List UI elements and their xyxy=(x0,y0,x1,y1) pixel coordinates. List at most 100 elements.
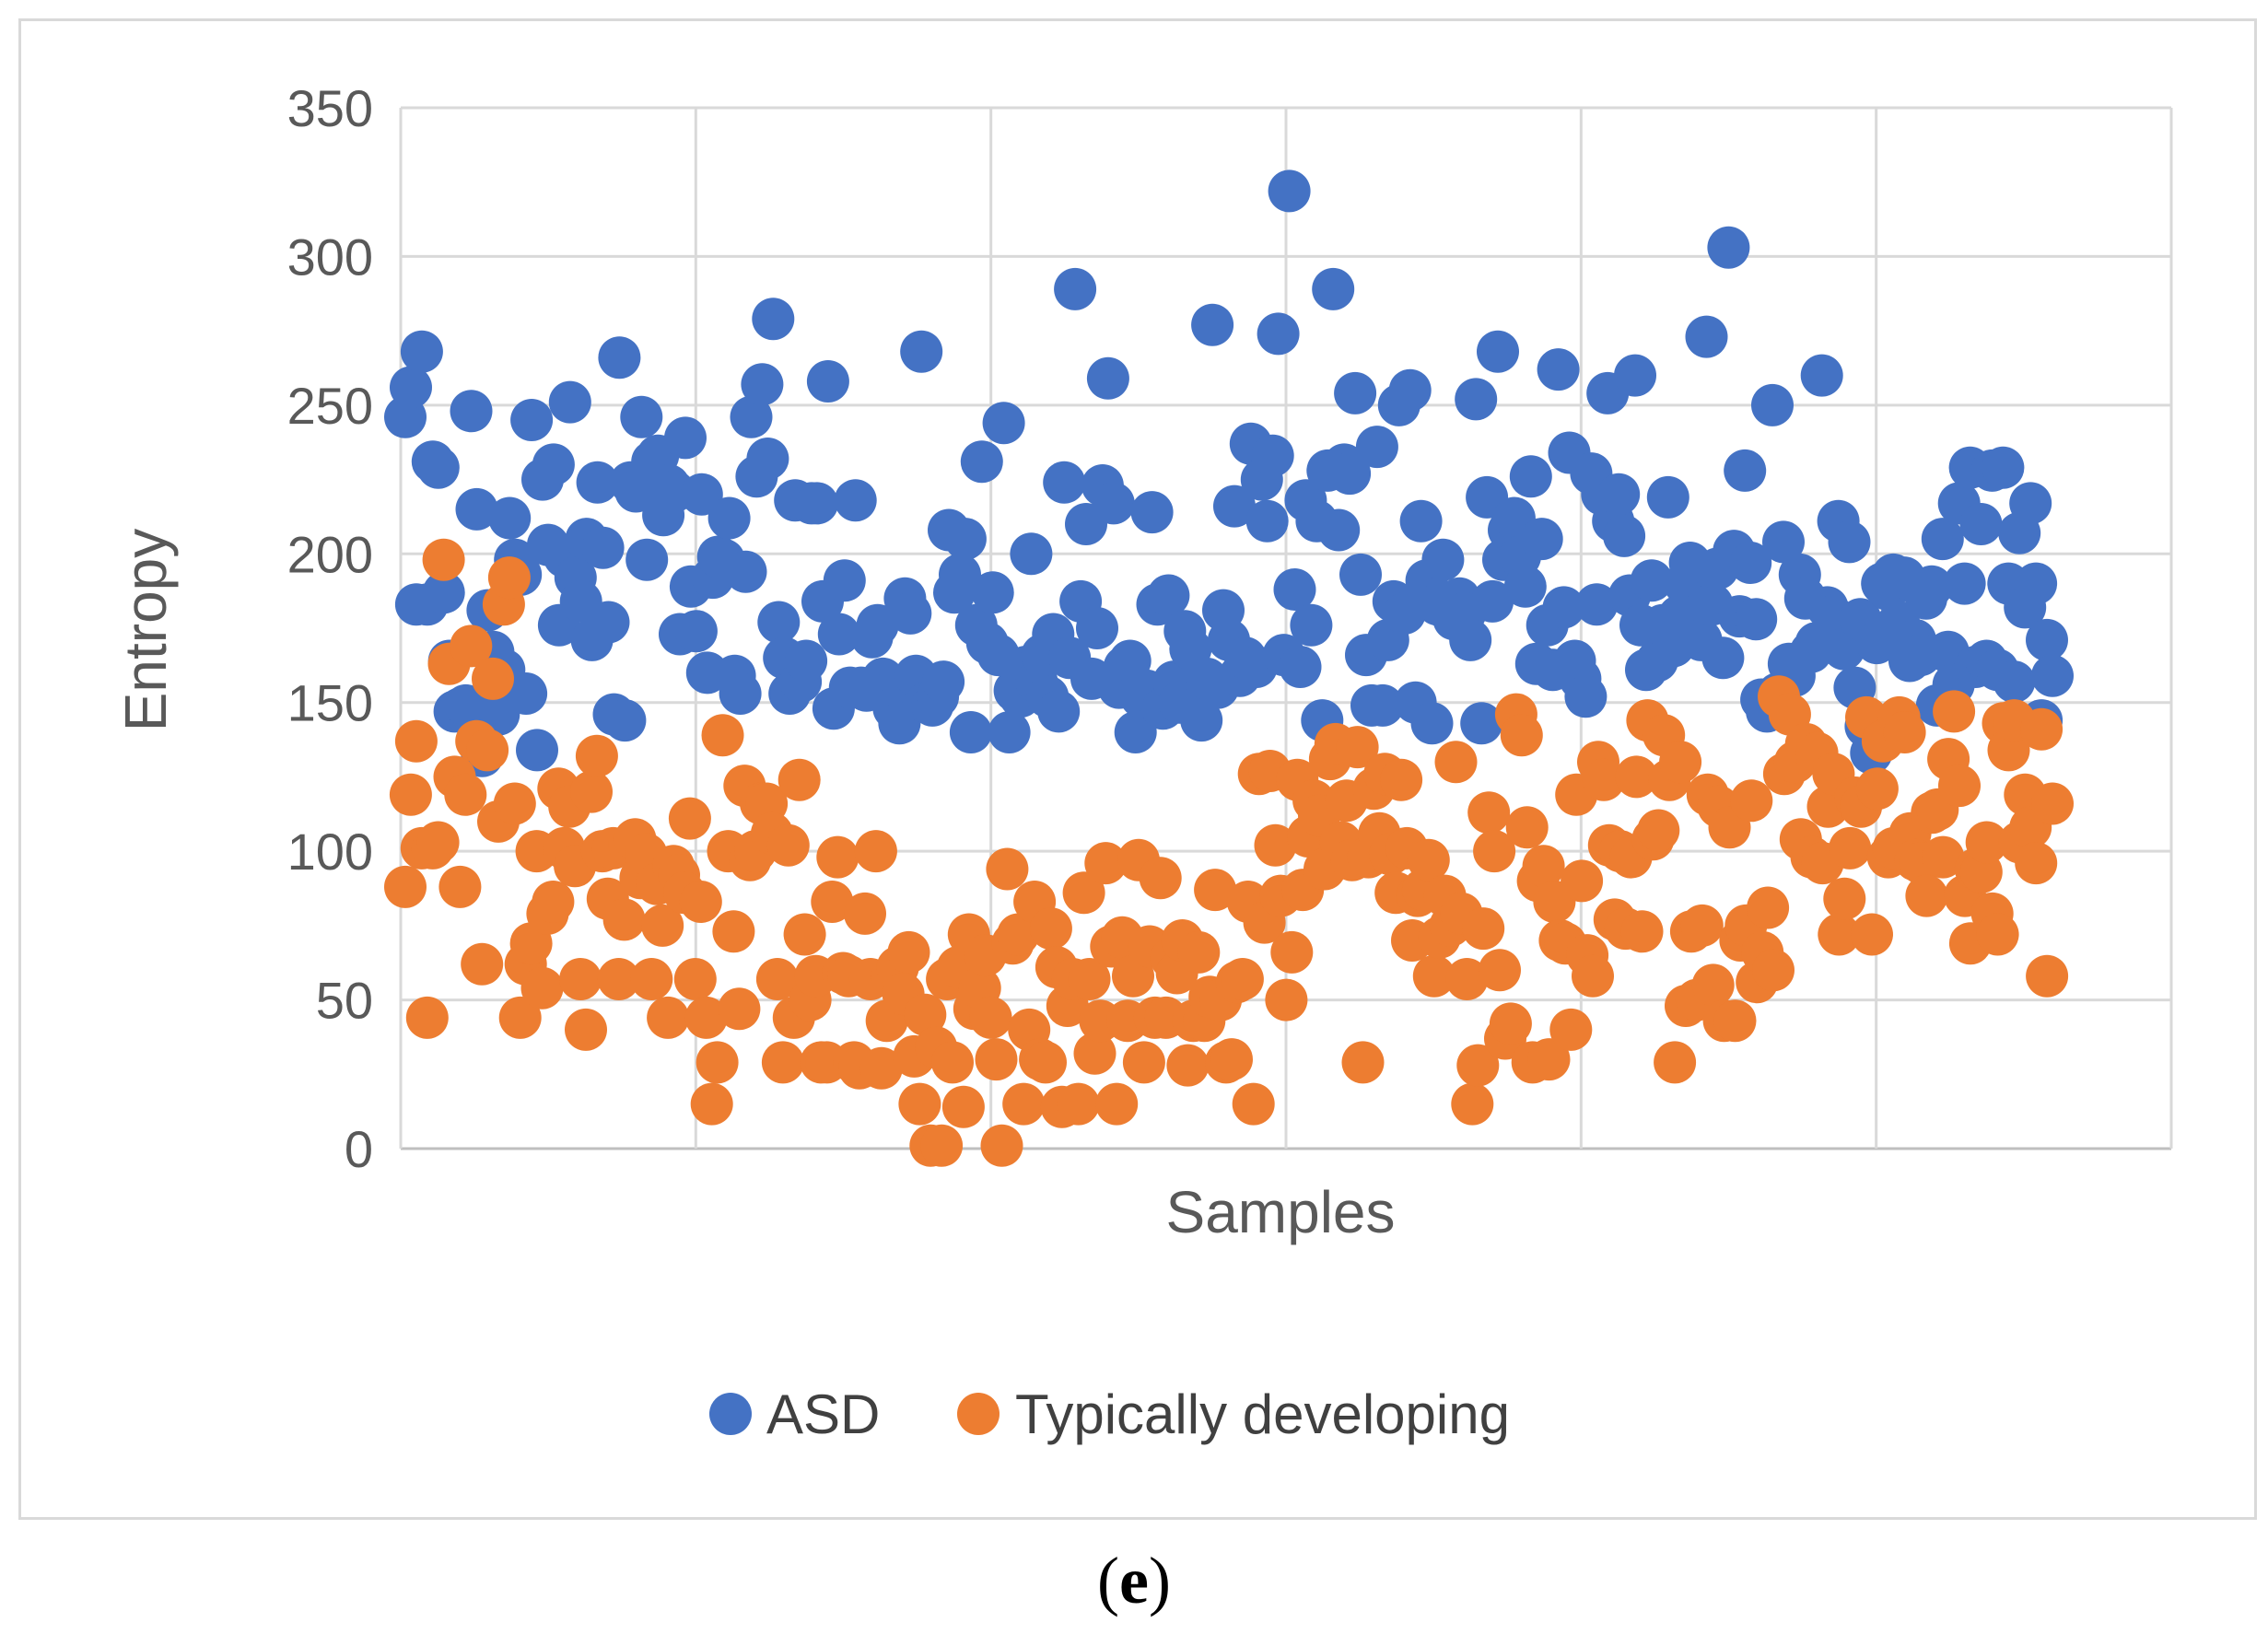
data-point xyxy=(1707,226,1750,269)
panel-label: (e) xyxy=(0,1543,2268,1619)
data-point xyxy=(581,526,625,569)
data-point xyxy=(1910,565,1953,608)
data-point xyxy=(761,1041,804,1084)
data-point xyxy=(1729,542,1772,584)
data-point xyxy=(1520,518,1563,561)
data-point xyxy=(664,416,707,460)
data-point xyxy=(777,758,821,801)
data-point xyxy=(2009,482,2052,525)
data-point xyxy=(625,538,669,581)
data-point xyxy=(1818,913,1861,956)
data-point xyxy=(1180,699,1223,742)
data-point xyxy=(1380,758,1423,801)
x-axis-title: Samples xyxy=(1166,1179,1396,1245)
data-point xyxy=(796,482,838,525)
data-point xyxy=(1130,491,1174,534)
data-point xyxy=(1500,714,1543,757)
data-point xyxy=(1522,845,1565,888)
data-point xyxy=(1922,835,1965,879)
data-point xyxy=(1194,869,1237,912)
data-point xyxy=(1086,356,1129,400)
data-point xyxy=(516,729,558,772)
data-point xyxy=(394,719,438,763)
panel-label-letter: e xyxy=(1119,1544,1149,1617)
data-point xyxy=(1339,553,1382,596)
data-point xyxy=(719,672,762,715)
data-point xyxy=(1976,913,2019,956)
data-point xyxy=(696,1041,739,1084)
data-point xyxy=(941,1085,985,1128)
data-point xyxy=(1751,383,1794,426)
data-point xyxy=(1646,475,1689,519)
data-point xyxy=(1166,1044,1210,1087)
data-point xyxy=(1933,690,1976,733)
data-point xyxy=(1938,765,1981,808)
data-point xyxy=(1505,806,1549,849)
panel-label-close: ) xyxy=(1148,1544,1171,1617)
data-point xyxy=(498,996,542,1039)
data-point xyxy=(1965,821,2008,864)
data-point xyxy=(620,395,663,438)
data-point xyxy=(806,360,849,403)
data-point xyxy=(730,395,773,438)
data-point xyxy=(1597,473,1641,516)
data-point xyxy=(1477,330,1519,373)
y-tick-label: 200 xyxy=(287,525,373,583)
data-point xyxy=(1462,907,1505,951)
data-point xyxy=(856,603,899,647)
data-point xyxy=(816,835,859,879)
data-point xyxy=(673,958,717,1000)
data-point xyxy=(1455,378,1498,421)
data-point xyxy=(1002,1082,1046,1126)
data-point xyxy=(982,402,1025,445)
data-point xyxy=(1959,503,2003,545)
data-point xyxy=(1213,484,1256,528)
data-point xyxy=(1701,636,1745,680)
data-point xyxy=(1582,758,1625,801)
data-point xyxy=(1057,1082,1100,1126)
entropy-scatter-chart: 0 50 100 150 200 250 300 350 Entropy Samples AS… xyxy=(112,79,2173,1445)
data-point xyxy=(1355,426,1398,469)
data-point xyxy=(461,942,504,986)
data-point xyxy=(712,910,755,953)
legend-marker-asd xyxy=(709,1393,752,1435)
data-point xyxy=(684,996,728,1039)
data-point xyxy=(1445,958,1489,1000)
data-point xyxy=(1073,1032,1116,1075)
panel-label-open: ( xyxy=(1097,1544,1120,1617)
data-point xyxy=(400,330,443,373)
data-point xyxy=(488,496,532,540)
y-tick-label: 50 xyxy=(316,972,373,1030)
data-point xyxy=(422,538,465,581)
data-point xyxy=(389,773,432,816)
data-point xyxy=(1147,574,1190,617)
data-point xyxy=(472,657,514,700)
y-tick-label: 100 xyxy=(287,823,373,881)
data-point xyxy=(718,987,761,1031)
y-tick-label: 300 xyxy=(287,228,373,286)
data-point xyxy=(988,711,1031,753)
data-point xyxy=(1257,312,1300,356)
data-point xyxy=(1549,1008,1593,1051)
y-tick-label: 250 xyxy=(287,377,373,435)
data-point xyxy=(444,683,487,727)
data-point xyxy=(1851,913,1893,956)
data-point xyxy=(1603,514,1646,557)
data-point xyxy=(949,711,992,753)
data-point xyxy=(1630,559,1673,602)
data-point xyxy=(1855,767,1899,811)
data-point xyxy=(2020,707,2063,751)
data-point xyxy=(887,930,930,974)
y-axis-title: Entropy xyxy=(112,529,179,732)
y-axis-ticks: 0 50 100 150 200 250 300 350 xyxy=(287,79,373,1178)
data-point xyxy=(690,1082,733,1126)
data-point xyxy=(922,660,965,704)
data-point xyxy=(1527,1038,1571,1081)
data-point xyxy=(548,380,591,424)
data-point xyxy=(1685,315,1728,358)
data-point xyxy=(1024,1041,1067,1084)
data-point xyxy=(603,699,647,742)
data-point xyxy=(1412,954,1455,998)
data-point xyxy=(1254,823,1297,867)
data-point xyxy=(811,881,854,923)
